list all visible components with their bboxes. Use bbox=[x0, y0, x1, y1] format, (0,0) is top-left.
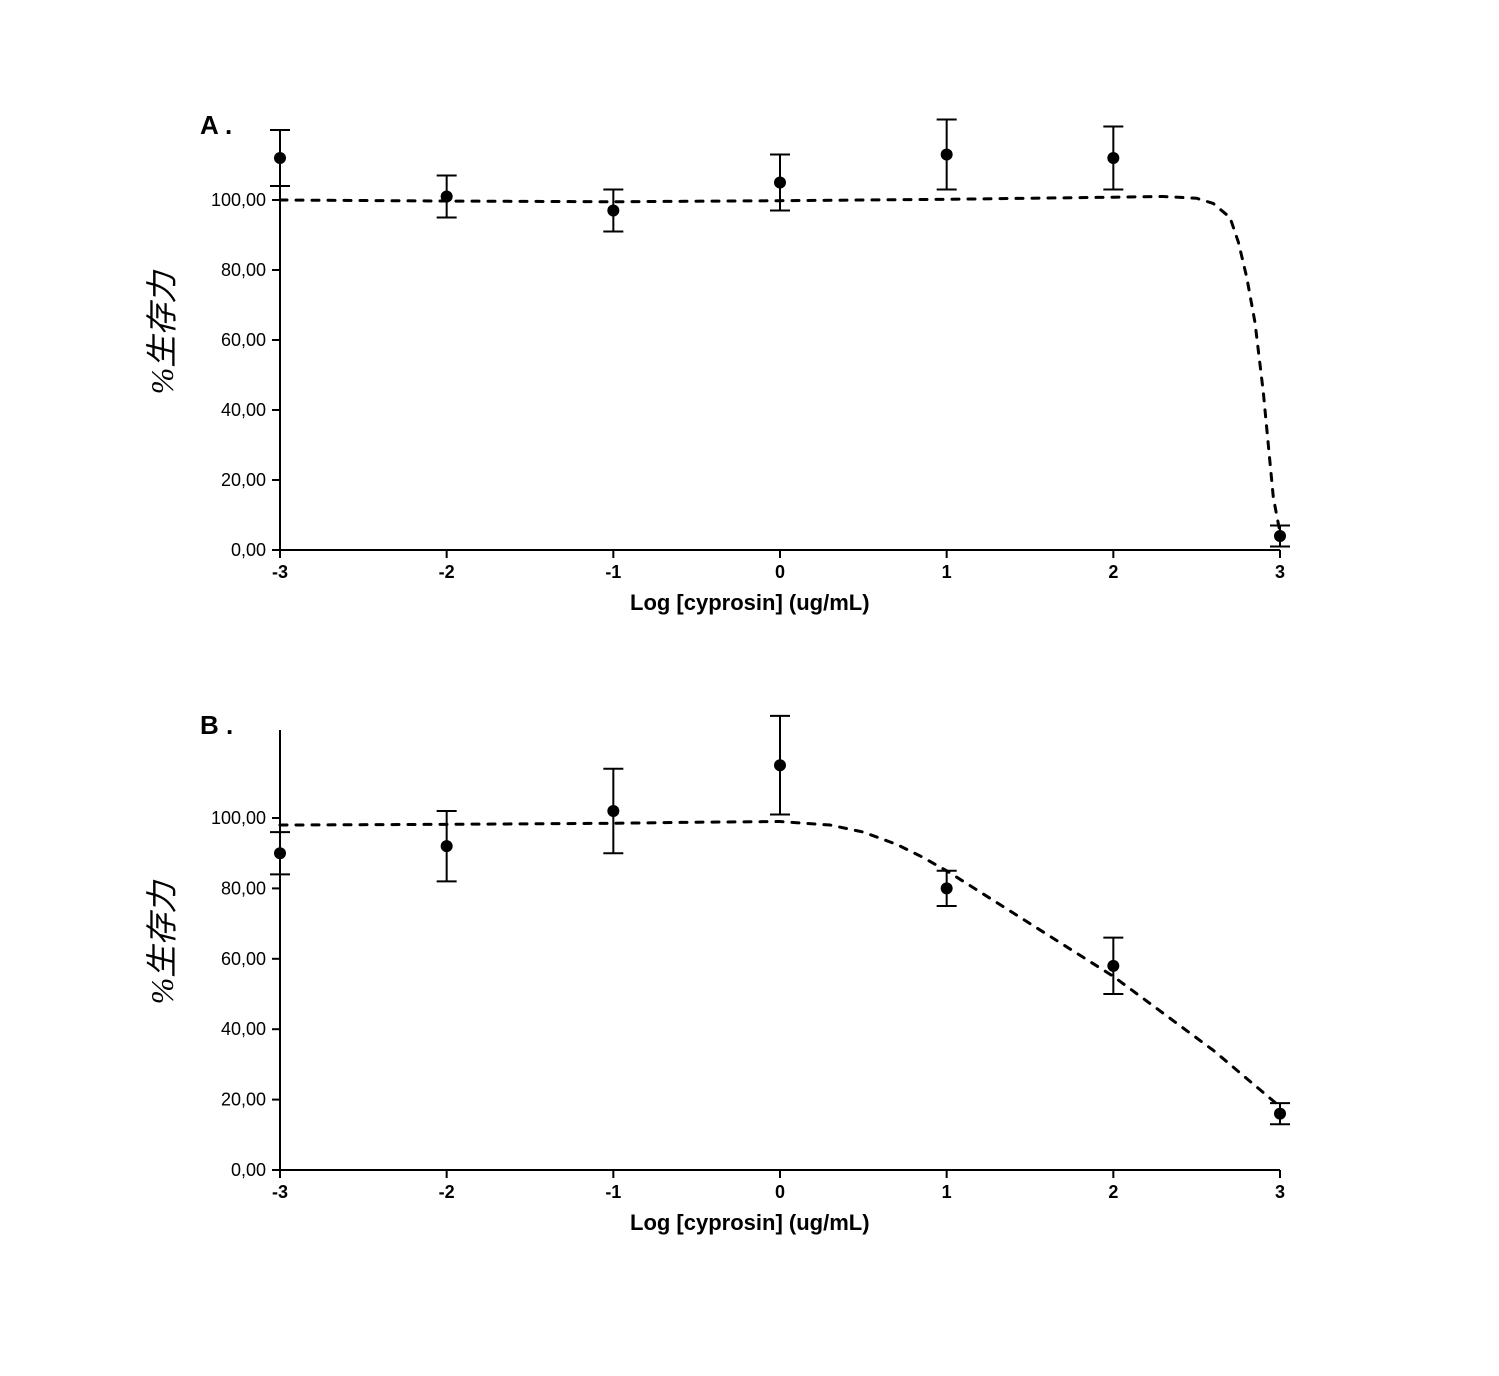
svg-text:20,00: 20,00 bbox=[221, 1090, 266, 1110]
svg-text:-2: -2 bbox=[439, 1182, 455, 1202]
panel-a-label: A . bbox=[200, 110, 232, 141]
panel-b-xlabel: Log [cyprosin] (ug/mL) bbox=[630, 1210, 870, 1236]
figure-page: A . %生存力 0,0020,0040,0060,0080,00100,00-… bbox=[0, 0, 1499, 1376]
svg-text:-1: -1 bbox=[605, 562, 621, 582]
panel-b-chart: 0,00 20,00 40,00 60,00 80,00 100,00 -3 -2 -1 0 1 2 3 bbox=[150, 700, 1330, 1260]
svg-text:1: 1 bbox=[942, 1182, 952, 1202]
svg-text:3: 3 bbox=[1275, 562, 1285, 582]
svg-text:40,00: 40,00 bbox=[221, 400, 266, 420]
svg-text:0,00: 0,00 bbox=[231, 1160, 266, 1180]
panel-a-ylabel: %生存力 bbox=[137, 253, 183, 413]
svg-text:0: 0 bbox=[775, 562, 785, 582]
svg-text:-2: -2 bbox=[439, 562, 455, 582]
svg-text:-3: -3 bbox=[272, 562, 288, 582]
panel-a-chart: 0,00 20,00 40,00 60,00 80,00 100,00 -3 -2 -1 0 1 2 3 bbox=[150, 100, 1330, 640]
panel-b-label: B . bbox=[200, 710, 233, 741]
svg-text:2: 2 bbox=[1108, 562, 1118, 582]
svg-text:100,00: 100,00 bbox=[211, 190, 266, 210]
svg-text:80,00: 80,00 bbox=[221, 878, 266, 898]
svg-text:60,00: 60,00 bbox=[221, 330, 266, 350]
svg-text:20,00: 20,00 bbox=[221, 470, 266, 490]
svg-text:-1: -1 bbox=[605, 1182, 621, 1202]
svg-text:-3: -3 bbox=[272, 1182, 288, 1202]
svg-text:80,00: 80,00 bbox=[221, 260, 266, 280]
panel-a: A . %生存力 0,0020,0040,0060,0080,00100,00-… bbox=[150, 100, 1330, 640]
svg-text:2: 2 bbox=[1108, 1182, 1118, 1202]
panel-b-ylabel: %生存力 bbox=[137, 863, 183, 1023]
panel-a-xlabel: Log [cyprosin] (ug/mL) bbox=[630, 590, 870, 616]
svg-text:0: 0 bbox=[775, 1182, 785, 1202]
svg-text:100,00: 100,00 bbox=[211, 808, 266, 828]
svg-text:60,00: 60,00 bbox=[221, 949, 266, 969]
svg-text:40,00: 40,00 bbox=[221, 1019, 266, 1039]
svg-text:1: 1 bbox=[942, 562, 952, 582]
svg-text:3: 3 bbox=[1275, 1182, 1285, 1202]
panel-b: B . %生存力 0,0020,0040,0060,0080,00100,00-… bbox=[150, 700, 1330, 1260]
svg-text:0,00: 0,00 bbox=[231, 540, 266, 560]
